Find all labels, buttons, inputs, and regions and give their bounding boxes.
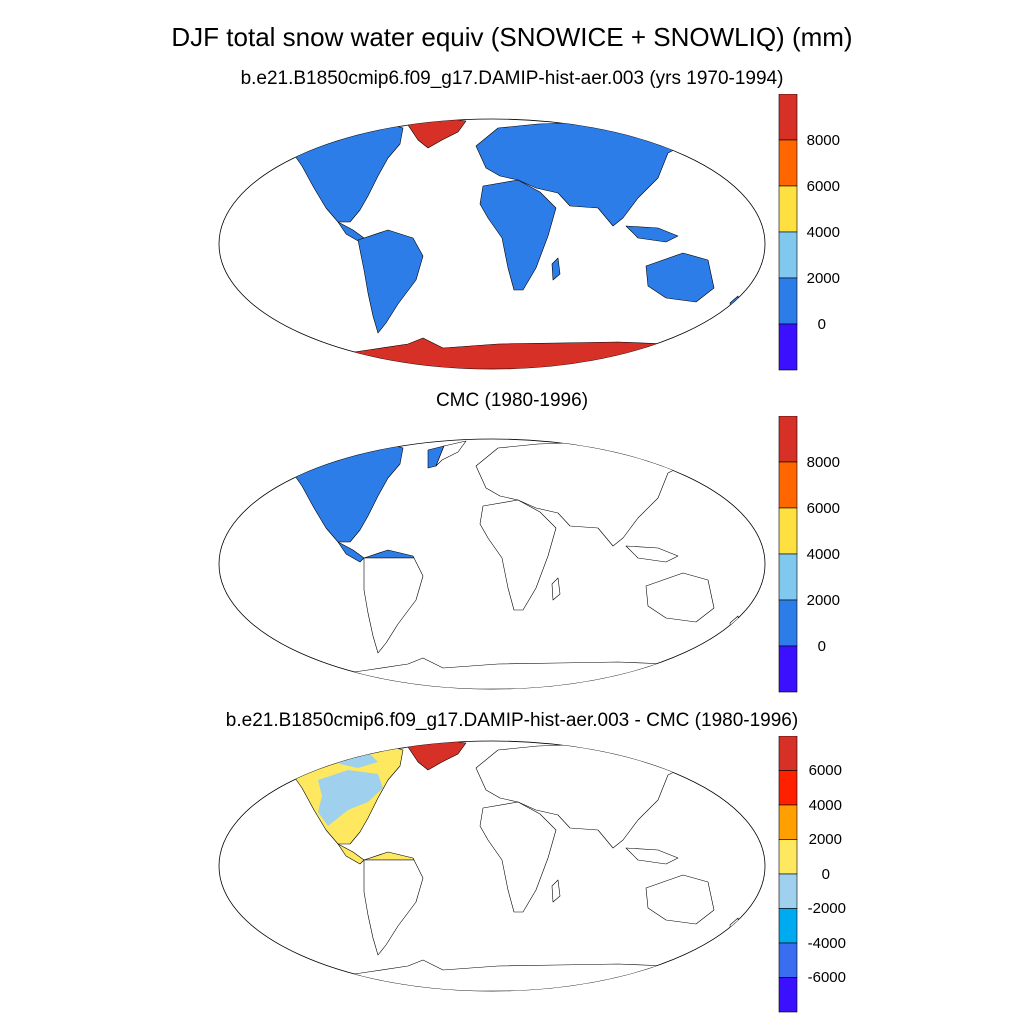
south-america xyxy=(363,557,424,654)
australia xyxy=(645,874,715,925)
cbar-label: 8000 xyxy=(807,132,840,149)
cbar-label: 6000 xyxy=(809,762,842,779)
cbar-label: 0 xyxy=(818,638,826,655)
cbar-bin xyxy=(778,507,798,555)
cbar-bin xyxy=(778,139,798,187)
panel-1-colorbar: 8000 6000 4000 2000 0 xyxy=(778,94,840,371)
australia xyxy=(645,572,715,623)
main-title: DJF total snow water equiv (SNOWICE + SN… xyxy=(171,22,853,52)
cbar-bin xyxy=(778,908,798,944)
cbar-label: 6000 xyxy=(807,178,840,195)
cbar-bin xyxy=(778,323,798,371)
maritime-continent xyxy=(625,847,679,865)
cbar-label: -4000 xyxy=(808,935,846,952)
panel-3-title: b.e21.B1850cmip6.f09_g17.DAMIP-hist-aer.… xyxy=(225,710,799,731)
canadian-archipelago xyxy=(385,119,409,127)
cbar-bin xyxy=(778,977,798,1013)
cbar-bin xyxy=(778,553,798,601)
cbar-bin xyxy=(778,645,798,693)
cbar-bin xyxy=(778,185,798,233)
africa xyxy=(479,179,557,291)
cbar-bin xyxy=(778,873,798,909)
cbar-bin xyxy=(778,231,798,279)
greenland xyxy=(435,440,467,467)
panel-3-colorbar: 6000 4000 2000 0 -2000 -4000 -6000 xyxy=(778,736,846,1013)
south-america xyxy=(363,859,424,956)
cbar-label: 8000 xyxy=(807,454,840,471)
cbar-label: 2000 xyxy=(809,831,842,848)
cbar-bin xyxy=(778,461,798,509)
panel-2-colorbar: 8000 6000 4000 2000 0 xyxy=(778,416,840,693)
cbar-bin xyxy=(778,942,798,978)
cbar-bin xyxy=(778,94,798,141)
cbar-label: 4000 xyxy=(809,797,842,814)
panel-2-title: CMC (1980-1996) xyxy=(435,390,589,411)
panel-2-map xyxy=(218,438,766,690)
cbar-label: 6000 xyxy=(807,500,840,517)
cbar-label: 4000 xyxy=(807,546,840,563)
cbar-bin xyxy=(778,804,798,840)
maritime-continent xyxy=(625,225,679,243)
panel-1-map xyxy=(218,118,766,370)
africa xyxy=(479,801,557,913)
greenland xyxy=(405,741,467,771)
greenland xyxy=(405,119,467,149)
cbar-label: -2000 xyxy=(808,900,846,917)
cbar-bin xyxy=(778,416,798,463)
cbar-bin xyxy=(778,839,798,875)
north-america-light-blue-area xyxy=(318,770,383,826)
south-america xyxy=(357,229,424,334)
cbar-label: 2000 xyxy=(807,592,840,609)
cbar-label: 2000 xyxy=(807,270,840,287)
cbar-label: 4000 xyxy=(807,224,840,241)
cbar-label: 0 xyxy=(818,316,826,333)
maritime-continent xyxy=(625,545,679,563)
australia xyxy=(645,252,715,303)
panel-3-map xyxy=(218,740,766,992)
cbar-bin xyxy=(778,599,798,647)
canadian-archipelago xyxy=(385,741,409,749)
cbar-bin xyxy=(778,736,798,771)
panel-1-title: b.e21.B1850cmip6.f09_g17.DAMIP-hist-aer.… xyxy=(240,68,784,89)
madagascar xyxy=(551,577,561,601)
cbar-label: 0 xyxy=(822,866,830,883)
africa xyxy=(479,499,557,611)
cbar-bin xyxy=(778,770,798,806)
central-america xyxy=(337,541,365,563)
madagascar xyxy=(551,257,561,281)
madagascar xyxy=(551,879,561,903)
cbar-label: -6000 xyxy=(808,969,846,986)
cbar-bin xyxy=(778,277,798,325)
central-america xyxy=(337,843,365,865)
